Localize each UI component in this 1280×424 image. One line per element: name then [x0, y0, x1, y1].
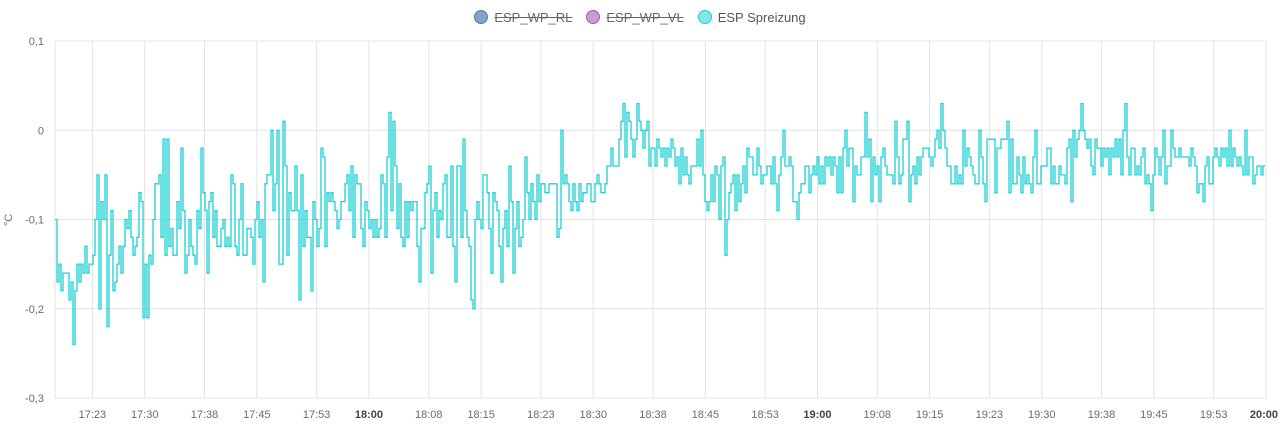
- x-tick-label: 17:45: [243, 409, 271, 421]
- legend-label: ESP_WP_VL: [606, 9, 684, 25]
- legend-item-2[interactable]: ESP Spreizung: [697, 6, 806, 28]
- x-tick-label: 18:00: [355, 409, 383, 421]
- legend-swatch-icon: [586, 10, 601, 24]
- x-tick-label: 18:08: [415, 409, 443, 421]
- x-tick-label: 19:38: [1088, 409, 1116, 421]
- x-tick-label: 17:23: [79, 409, 107, 421]
- legend-swatch-icon: [697, 10, 712, 24]
- legend-item-0[interactable]: ESP_WP_RL: [474, 6, 572, 28]
- y-tick-label: 0: [38, 125, 44, 137]
- x-tick-label: 19:53: [1200, 409, 1228, 421]
- y-axis-label: °C: [3, 214, 15, 226]
- x-tick-label: 17:30: [131, 409, 159, 421]
- x-tick-label: 19:30: [1028, 409, 1056, 421]
- x-tick-label: 18:38: [639, 409, 667, 421]
- x-tick-label: 17:38: [191, 409, 219, 421]
- legend-label: ESP_WP_RL: [494, 9, 573, 25]
- x-tick-label: 19:15: [916, 409, 944, 421]
- x-tick-label: 19:23: [976, 409, 1004, 421]
- x-tick-label: 19:00: [803, 409, 831, 421]
- x-tick-label: 20:00: [1250, 409, 1278, 421]
- y-tick-label: -0,2: [25, 304, 44, 316]
- legend-item-1[interactable]: ESP_WP_VL: [586, 6, 684, 28]
- y-tick-label: 0,1: [29, 36, 44, 48]
- x-tick-label: 18:15: [467, 409, 495, 421]
- x-tick-label: 19:45: [1140, 409, 1168, 421]
- legend-label: ESP Spreizung: [717, 9, 806, 25]
- x-tick-label: 18:30: [579, 409, 607, 421]
- x-tick-label: 19:08: [864, 409, 892, 421]
- x-tick-label: 18:53: [751, 409, 779, 421]
- y-tick-label: -0,1: [25, 215, 44, 227]
- chart-legend: ESP_WP_RL ESP_WP_VL ESP Spreizung: [0, 6, 1280, 28]
- legend-swatch-icon: [474, 10, 489, 24]
- x-tick-label: 17:53: [303, 409, 331, 421]
- series-line-esp-spreizung: [55, 102, 1265, 346]
- y-tick-label: -0,3: [25, 393, 44, 405]
- x-tick-label: 18:23: [527, 409, 555, 421]
- x-tick-label: 18:45: [692, 409, 720, 421]
